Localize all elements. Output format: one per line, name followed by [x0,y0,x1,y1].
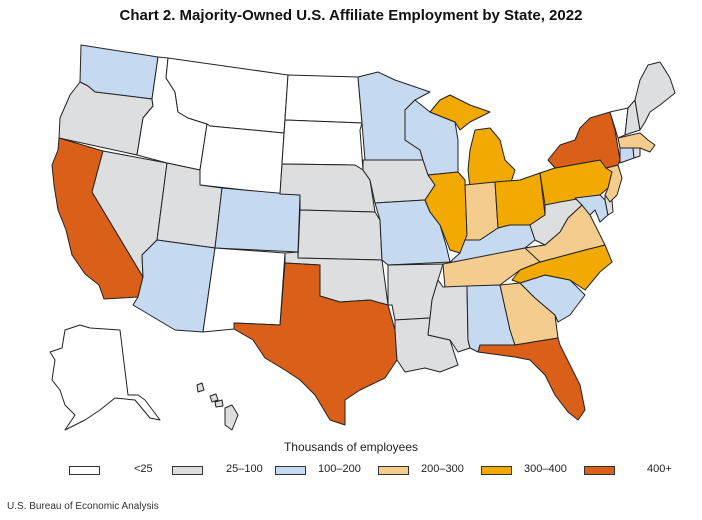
state-maryland [574,194,609,223]
state-arizona [132,239,216,333]
legend: <25 25–100 100–200 200–300 300–400 400+ [0,462,702,478]
state-maine [634,61,676,131]
state-wyoming [199,123,285,195]
state-michigan-upper [429,94,491,131]
state-south-dakota [281,119,364,171]
state-michigan-lower [467,127,516,189]
legend-swatch-white [69,466,100,475]
state-new-mexico [202,247,286,333]
legend-swatch-lightorange [378,466,409,475]
us-map [49,44,676,431]
legend-title: Thousands of employees [283,440,419,454]
state-new-jersey [604,164,623,203]
state-texas [233,262,398,426]
state-alaska [49,324,161,431]
state-illinois [424,171,468,254]
state-connecticut [619,147,635,164]
state-colorado [214,187,301,253]
state-new-york [547,111,621,169]
legend-swatch-lightblue [275,466,306,475]
state-iowa [362,159,436,204]
source-note: U.S. Bureau of Economic Analysis [7,501,159,512]
legend-swatch-gray [172,466,203,475]
legend-swatch-darkorange [584,466,615,475]
legend-swatch-orange [481,466,512,475]
state-florida [477,337,586,421]
state-hawaii-islands [196,382,224,408]
state-kansas [297,209,383,261]
state-rhode-island [632,147,641,159]
state-hawaii [224,404,239,431]
state-north-dakota [284,74,363,124]
chart-title: Chart 2. Majority-Owned U.S. Affiliate E… [119,7,583,24]
